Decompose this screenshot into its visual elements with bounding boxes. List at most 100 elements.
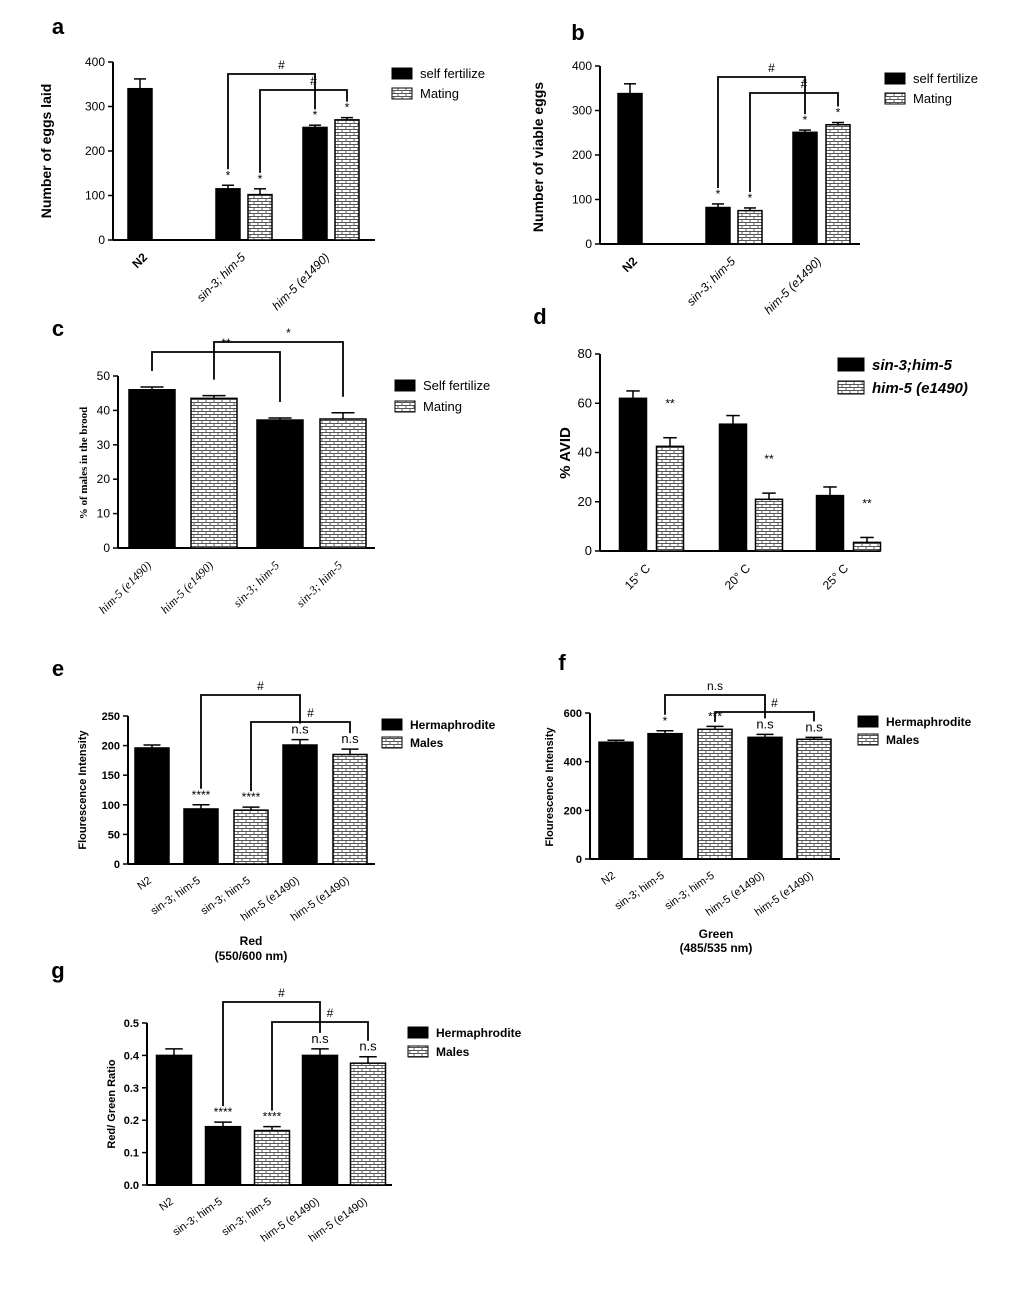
- panel-g: g 0.0 0.1 0.2 0.3 0.4 0.5 Red/ Green Ratio **** *…: [51, 958, 521, 1245]
- panel-label: f: [558, 650, 566, 675]
- y-tick-label: 0: [114, 859, 120, 871]
- significance-label: *: [258, 172, 263, 186]
- x-axis-sublabel: (485/535 nm): [680, 941, 753, 955]
- bar: [852, 541, 882, 552]
- significance-label: *: [313, 108, 318, 122]
- y-tick-label: 0.5: [124, 1018, 139, 1030]
- legend-label: Hermaphrodite: [410, 718, 496, 732]
- legend-label: Males: [410, 736, 444, 750]
- bar: [737, 209, 763, 245]
- legend-swatch: [391, 67, 413, 80]
- bar: [332, 753, 368, 865]
- y-tick-label: 0: [576, 854, 582, 866]
- y-axis-label: Red/ Green Ratio: [106, 1059, 118, 1149]
- bar: [747, 736, 783, 860]
- comparison-bracket: [200, 694, 301, 789]
- legend-label: sin-3;him-5: [872, 357, 953, 374]
- bar: [647, 732, 683, 860]
- significance-label: n.s: [311, 1031, 329, 1046]
- panel-label: d: [533, 304, 546, 329]
- bar: [301, 1054, 339, 1186]
- bar: [349, 1062, 387, 1186]
- y-axis-label: Flourescence Intensity: [544, 727, 556, 847]
- bracket-label: #: [307, 706, 314, 720]
- x-tick-label: him-5 (e1490): [269, 250, 332, 313]
- legend-label: self fertilize: [913, 71, 978, 86]
- bar: [282, 744, 318, 865]
- bracket-label: #: [801, 77, 808, 91]
- comparison-bracket: [213, 341, 344, 397]
- legend-swatch: [884, 92, 906, 105]
- x-tick-label: sin-3; him-5: [613, 870, 667, 913]
- y-tick-label: 300: [572, 104, 592, 118]
- bar: [319, 418, 367, 549]
- legend-swatch: [407, 1026, 429, 1039]
- significance-label: **: [862, 496, 872, 510]
- bar: [334, 119, 360, 241]
- y-tick-label: 40: [97, 403, 111, 417]
- y-tick-label: 80: [578, 346, 592, 361]
- legend-swatch: [407, 1045, 429, 1058]
- significance-label: n.s: [756, 716, 774, 731]
- legend-label: Hermaphrodite: [436, 1026, 522, 1040]
- significance-label: ****: [263, 1110, 282, 1124]
- bracket-label: #: [768, 61, 775, 75]
- x-tick-label: him-5 (e1490): [158, 558, 216, 616]
- bar: [256, 419, 304, 549]
- comparison-bracket: [749, 92, 839, 192]
- significance-label: n.s: [359, 1039, 377, 1054]
- y-tick-label: 200: [572, 148, 592, 162]
- panel-d: d 0 20 40 60 80 % AVID ** ** ** 15° C 20° C 25° C sin…: [533, 304, 968, 592]
- x-tick-label: N2: [157, 1196, 175, 1214]
- x-tick-label: N2: [129, 250, 150, 271]
- bracket-label: **: [221, 336, 231, 350]
- comparison-bracket: [227, 73, 316, 170]
- x-tick-label: sin-3; him-5: [171, 1196, 225, 1239]
- bar: [655, 445, 685, 552]
- bracket-label: #: [310, 74, 317, 88]
- x-tick-label: him-5 (e1490): [761, 254, 824, 317]
- bar: [618, 397, 648, 552]
- panel-a: a 0 100 200 300 400 Number of eggs laid * * * * # # N…: [38, 14, 485, 313]
- y-tick-label: 10: [97, 507, 111, 521]
- y-axis-label: Number of viable eggs: [530, 82, 546, 232]
- significance-label: *: [663, 714, 668, 728]
- legend-swatch: [837, 380, 865, 395]
- bar: [253, 1129, 291, 1186]
- y-tick-label: 30: [97, 438, 111, 452]
- x-axis-label: Green: [699, 927, 734, 941]
- y-axis-label: Flourescence Intensity: [77, 730, 89, 850]
- bar: [215, 188, 241, 241]
- x-tick-label: sin-3; him-5: [149, 875, 203, 918]
- panel-label: c: [52, 316, 64, 341]
- x-tick-label: N2: [619, 254, 640, 275]
- significance-label: **: [764, 452, 774, 466]
- legend-label: Hermaphrodite: [886, 715, 972, 729]
- bar: [718, 423, 748, 552]
- bar: [815, 494, 845, 552]
- legend-label: Males: [886, 733, 920, 747]
- y-tick-label: 300: [85, 100, 105, 114]
- y-tick-label: 100: [85, 189, 105, 203]
- legend-label: Mating: [423, 399, 462, 414]
- comparison-bracket: [259, 89, 348, 173]
- legend-label: self fertilize: [420, 66, 485, 81]
- y-tick-label: 0.0: [124, 1180, 139, 1192]
- bar: [302, 126, 328, 241]
- legend-swatch: [857, 715, 879, 728]
- legend-swatch: [884, 72, 906, 85]
- y-tick-label: 0: [585, 543, 592, 558]
- bar: [204, 1125, 242, 1186]
- bar: [134, 747, 170, 865]
- x-tick-label: 25° C: [820, 561, 851, 592]
- panel-label: e: [52, 656, 64, 681]
- panel-label: g: [51, 958, 64, 983]
- significance-label: n.s: [341, 731, 359, 746]
- x-tick-label: sin-3; him-5: [294, 558, 346, 610]
- x-tick-label: N2: [135, 875, 153, 893]
- bracket-label: #: [278, 986, 285, 1000]
- y-tick-label: 0: [585, 237, 592, 251]
- panel-label: b: [571, 20, 584, 45]
- y-tick-label: 200: [564, 805, 582, 817]
- legend-swatch: [837, 357, 865, 372]
